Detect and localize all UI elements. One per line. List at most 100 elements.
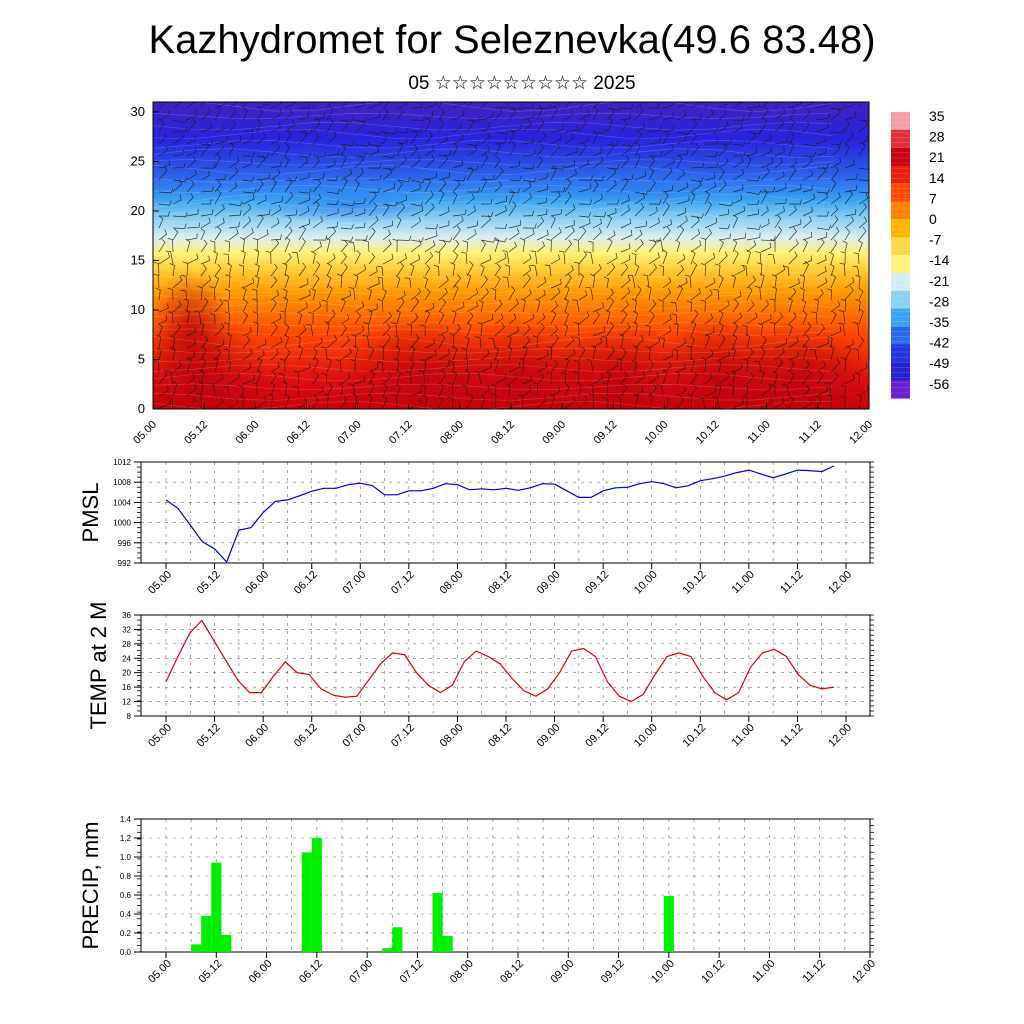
wind-barb [200, 209, 214, 217]
wind-barb [802, 206, 813, 217]
wind-barb [648, 111, 662, 121]
wind-barb [466, 102, 473, 109]
wind-barb [732, 239, 738, 253]
wind-barb [760, 218, 770, 229]
wind-barb [165, 250, 174, 265]
wind-barb [253, 248, 260, 265]
wind-barb [824, 382, 832, 397]
wind-barb [816, 266, 827, 277]
wind-barb [368, 187, 381, 194]
wind-barb [452, 134, 464, 145]
wind-barb [858, 102, 863, 109]
wind-barb [704, 386, 717, 397]
wind-barb [564, 191, 572, 205]
wind-barb [354, 197, 366, 205]
wind-barb [648, 199, 662, 205]
wind-barb [424, 172, 437, 181]
wind-barb [186, 109, 198, 121]
heatmap-x-tick-label: 08.00 [438, 419, 466, 447]
wind-barb [186, 179, 195, 193]
wind-barb [194, 311, 202, 325]
wind-barb [550, 301, 559, 313]
wind-barb [186, 338, 196, 349]
wind-barb [573, 371, 580, 385]
colorbar-band [891, 290, 910, 310]
wind-barb [802, 334, 810, 349]
wind-barb [844, 339, 854, 349]
wind-barb [718, 168, 725, 181]
wind-barb [522, 385, 532, 397]
wind-barb [292, 385, 300, 397]
wind-barb [760, 205, 769, 217]
wind-barb [802, 151, 816, 157]
wind-barb [578, 250, 587, 265]
wind-barb [634, 229, 643, 241]
wind-barb [592, 227, 602, 241]
wind-barb [480, 264, 485, 277]
wind-barb [466, 229, 477, 241]
wind-barb [799, 287, 805, 301]
wind-barb [158, 132, 167, 145]
wind-barb [270, 313, 282, 325]
wind-barb [158, 369, 168, 385]
heatmap-x-tick-label: 11.12 [797, 419, 824, 446]
x-tick-label: 10.12 [680, 722, 708, 750]
wind-barb [802, 231, 813, 241]
wind-barb [270, 323, 278, 337]
wind-barb [480, 122, 491, 133]
wind-barb [585, 251, 594, 265]
wind-barb [395, 309, 401, 325]
y-axis-title: TEMP at 2 M [86, 602, 111, 730]
wind-barb [676, 134, 687, 145]
wind-barb [326, 159, 336, 169]
wind-barb [844, 159, 855, 169]
wind-barb [508, 228, 520, 241]
wind-barb [321, 372, 328, 385]
wind-barb [172, 223, 187, 229]
x-tick-label: 08.00 [438, 722, 466, 750]
wind-barb [676, 195, 690, 205]
wind-barb [396, 202, 406, 217]
wind-barb [718, 209, 729, 217]
wind-barb [186, 327, 197, 337]
wind-barb [522, 228, 535, 241]
x-tick-label: 11.12 [800, 958, 827, 985]
wind-barb [308, 311, 314, 325]
wind-barb [550, 386, 561, 397]
colorbar-label: 21 [929, 149, 945, 165]
wind-barb [424, 349, 437, 361]
wind-barb [690, 162, 705, 169]
wind-barb [298, 362, 311, 373]
wind-barb [340, 263, 348, 277]
wind-barb [574, 360, 580, 372]
wind-barb [270, 276, 278, 289]
wind-barb [382, 371, 392, 385]
wind-barb [522, 177, 537, 183]
wind-barb [298, 129, 313, 135]
wind-barb [774, 107, 786, 121]
heatmap-x-tick-label: 05.12 [182, 419, 210, 447]
wind-barb [242, 348, 253, 361]
wind-barb [340, 119, 349, 133]
wind-barb [718, 371, 730, 385]
wind-barb [410, 201, 424, 207]
wind-barb [578, 109, 590, 121]
wind-barb [536, 118, 545, 133]
wind-barb [186, 118, 196, 133]
wind-barb [298, 262, 307, 277]
wind-barb [578, 199, 593, 205]
wind-barb [648, 102, 660, 109]
x-tick-label: 08.00 [438, 569, 466, 597]
precip-bar [392, 927, 403, 952]
wind-barb [620, 287, 631, 301]
wind-barb [627, 274, 636, 289]
wind-barb [746, 286, 753, 301]
wind-barb [172, 179, 183, 193]
wind-barb [461, 384, 468, 397]
wind-barb [802, 238, 808, 253]
wind-barb [480, 348, 490, 361]
wind-barb [670, 302, 678, 313]
wind-barb [424, 302, 435, 313]
wind-barb [858, 336, 865, 349]
